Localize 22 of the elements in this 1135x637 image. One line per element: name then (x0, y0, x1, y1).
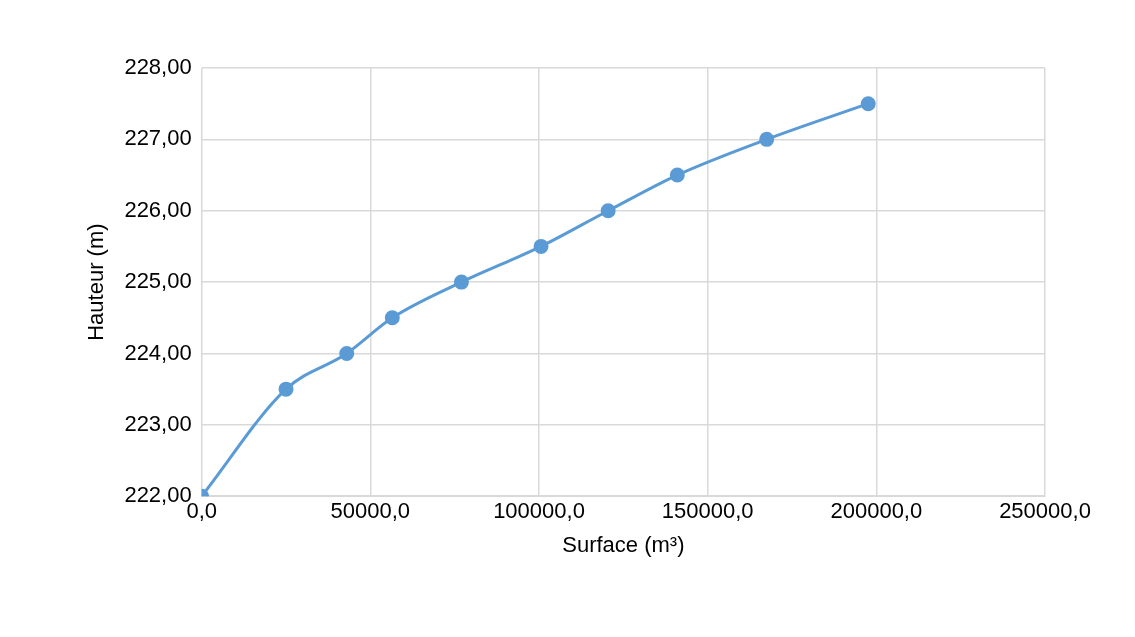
y-tick-label: 227,00 (124, 125, 192, 151)
point (453, 274, 469, 290)
y-axis-title: Hauteur (m) (83, 223, 109, 341)
x-tick-label: 50000,0 (330, 498, 411, 524)
point (669, 167, 685, 183)
y-tick-label: 223,00 (124, 410, 192, 436)
x-tick-label: 200000,0 (830, 498, 923, 524)
point (278, 381, 294, 397)
point (339, 345, 355, 361)
point (860, 96, 876, 112)
point (600, 203, 616, 219)
y-tick-label: 226,00 (124, 196, 192, 222)
y-tick-label: 224,00 (124, 339, 192, 365)
point (759, 131, 775, 147)
point (384, 310, 400, 326)
x-tick-label: 150000,0 (661, 498, 754, 524)
y-tick-label: 225,00 (124, 268, 192, 294)
point (533, 238, 549, 254)
x-tick-label: 250000,0 (999, 498, 1091, 524)
x-axis-title: Surface (m³) (562, 531, 685, 557)
x-tick-label: 100000,0 (493, 498, 585, 524)
y-tick-label: 228,00 (124, 54, 192, 80)
